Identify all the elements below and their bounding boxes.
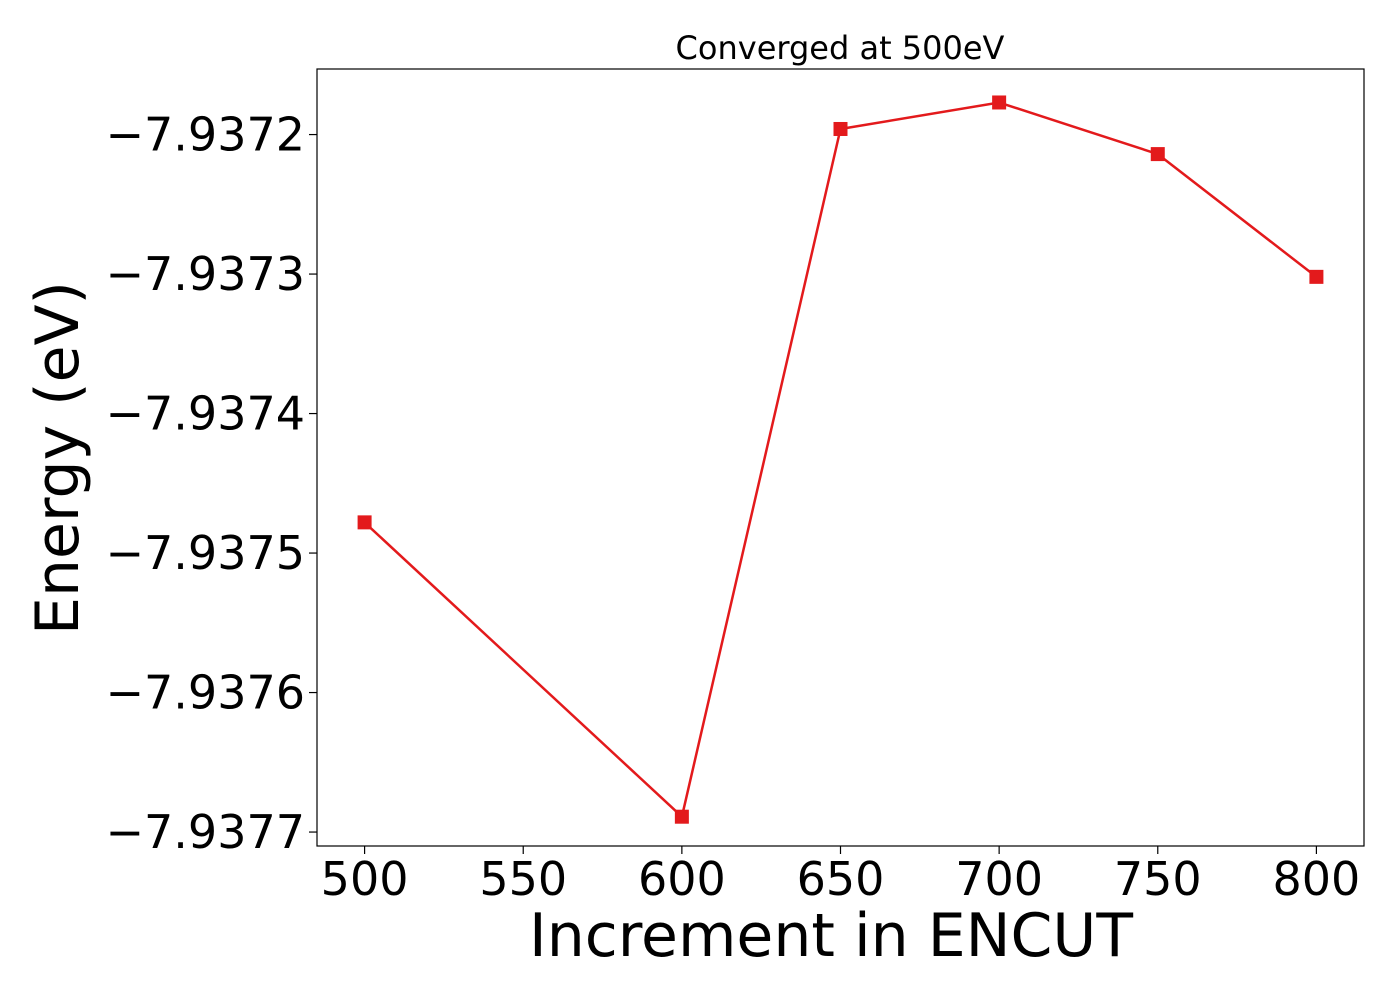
y-tick-label: −7.9372	[106, 108, 306, 162]
y-tick-label: −7.9374	[106, 387, 306, 441]
y-tick-label: −7.9375	[106, 526, 306, 580]
x-tick-label: 700	[955, 852, 1043, 906]
y-axis-ticks: −7.9377 −7.9376 −7.9375 −7.9374 −7.9373 −7.93…	[106, 108, 317, 859]
x-axis-ticks: 500 550 600 650 700 750 800	[321, 846, 1361, 906]
data-point-marker	[357, 515, 372, 530]
data-point-marker	[1309, 269, 1324, 284]
series-line	[363, 101, 1318, 820]
x-axis-label: Increment in ENCUT	[529, 901, 1133, 971]
data-point-marker	[833, 121, 848, 136]
x-tick-label: 750	[1114, 852, 1202, 906]
chart-title: Converged at 500eV	[676, 29, 1005, 67]
y-tick-label: −7.9376	[106, 666, 306, 720]
data-point-marker	[992, 95, 1007, 110]
data-point-marker	[674, 809, 689, 824]
y-axis-label: Energy (eV)	[23, 281, 93, 635]
x-tick-label: 800	[1273, 852, 1361, 906]
series-layer	[357, 95, 1324, 824]
x-tick-label: 550	[479, 852, 567, 906]
y-tick-label: −7.9373	[106, 247, 306, 301]
x-tick-label: 600	[638, 852, 726, 906]
plot-area-frame	[316, 68, 1365, 847]
y-tick-label: −7.9377	[106, 805, 306, 859]
x-tick-label: 650	[797, 852, 885, 906]
x-tick-label: 500	[321, 852, 409, 906]
data-point-marker	[1150, 147, 1165, 162]
